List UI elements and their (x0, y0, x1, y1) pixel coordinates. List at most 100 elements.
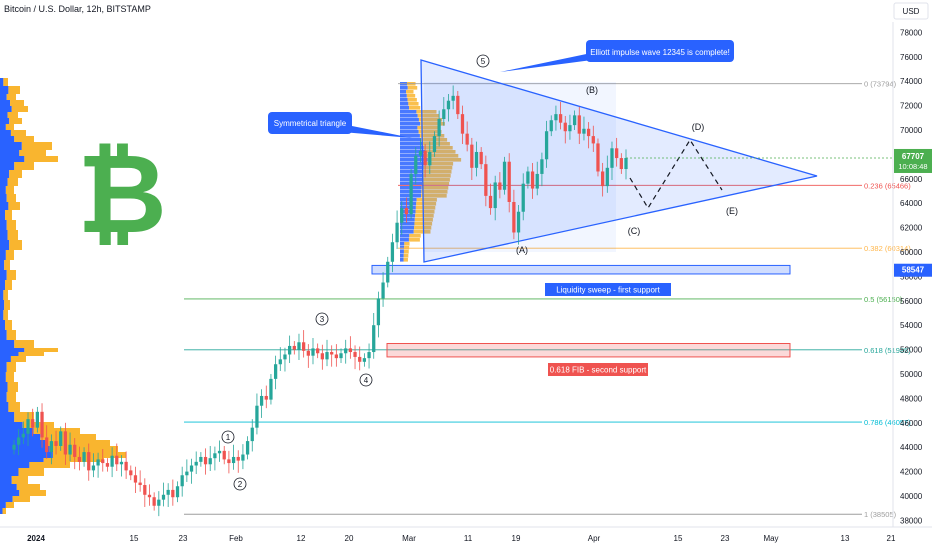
candle-body (227, 459, 231, 464)
candle-body (418, 150, 423, 156)
currency-button[interactable]: USD (903, 7, 920, 16)
candle-body (526, 171, 530, 184)
volume-bar-down (0, 428, 34, 434)
volume-bar-up (33, 428, 80, 434)
volume-bar-down (0, 186, 6, 194)
volume-bar-down (0, 356, 11, 362)
volume-bar-up (14, 162, 35, 170)
triangle-volume-bar-down (400, 234, 410, 238)
candle-body (601, 171, 605, 187)
triangle-volume-bar-up (413, 230, 431, 234)
candle-body (544, 131, 549, 160)
candle-body (54, 441, 58, 446)
y-tick-label: 40000 (900, 492, 923, 501)
fib-label: 0.236 (65466) (864, 181, 911, 190)
volume-bar-down (0, 446, 50, 452)
candle-body (442, 109, 446, 120)
candle-body (605, 167, 609, 187)
volume-bar-up (6, 392, 17, 402)
y-tick-label: 64000 (900, 199, 923, 208)
candle-body (21, 433, 25, 438)
triangle-volume-bar-down (400, 122, 421, 126)
y-tick-label: 70000 (900, 126, 923, 135)
wave-label-w1: 1 (226, 433, 231, 442)
x-tick-label: Feb (229, 534, 243, 543)
candle-body (161, 494, 166, 500)
candle-body (348, 348, 353, 353)
volume-bar-up (46, 440, 110, 446)
triangle-volume-bar-up (416, 202, 437, 206)
volume-bar-up (18, 352, 44, 356)
symmetrical-triangle-drawing (420, 59, 818, 263)
volume-bar-down (0, 352, 19, 356)
volume-bar-down (0, 162, 15, 170)
triangle-volume-bar-down (400, 130, 419, 134)
triangle-volume-bar-down (400, 90, 407, 94)
volume-bar-down (0, 112, 8, 118)
volume-bar-down (0, 210, 6, 220)
volume-bar-down (0, 348, 25, 352)
volume-bar-up (6, 194, 17, 202)
candle-body (530, 171, 535, 189)
candle-body (316, 348, 320, 354)
candle-body (596, 143, 600, 172)
candle-body (115, 455, 119, 465)
x-tick-label: 11 (464, 534, 473, 543)
candle-body (512, 201, 516, 233)
candle-body (344, 348, 348, 354)
triangle-volume-bar-up (426, 154, 459, 158)
y-tick-label: 58000 (900, 272, 923, 281)
volume-bar-down (0, 260, 5, 270)
y-tick-label: 50000 (900, 370, 923, 379)
candle-body (311, 348, 315, 356)
candle-body (330, 352, 334, 355)
candle-body (404, 208, 409, 215)
volume-bar-up (7, 230, 19, 240)
y-tick-label: 74000 (900, 77, 923, 86)
y-tick-label: 48000 (900, 394, 923, 403)
triangle-volume-bar-up (420, 122, 445, 126)
volume-bar-up (6, 94, 17, 100)
volume-bar-up (5, 280, 12, 290)
triangle-volume-bar-up (406, 94, 416, 98)
volume-bar-up (5, 372, 14, 382)
volume-bar-down (0, 452, 53, 458)
triangle-volume-bar-down (400, 254, 404, 258)
triangle-volume-bar-up (421, 194, 447, 198)
x-tick-label: Mar (402, 534, 416, 543)
triangle-volume-bar-up (416, 198, 437, 202)
volume-bar-down (0, 202, 9, 210)
candle-body (400, 208, 404, 223)
x-tick-label: May (763, 534, 778, 543)
candle-body (110, 455, 114, 467)
candle-body (12, 444, 16, 450)
candle-body (470, 144, 474, 168)
volume-bar-down (0, 382, 8, 392)
candle-body (446, 100, 451, 110)
candle-body (236, 456, 240, 461)
elliott-callout-pointer (500, 52, 596, 72)
fibonacci-levels: 0 (73794) 0.236 (65466) 0.382 (60314) 0.5 (… (184, 80, 911, 519)
candle-body (521, 183, 525, 212)
candle-body (386, 261, 390, 283)
elliott-callout-box (586, 40, 734, 62)
volume-bar-up (10, 356, 26, 362)
wave-circle (221, 430, 235, 444)
triangle-volume-bar-down (400, 94, 407, 98)
volume-bar-up (5, 320, 12, 330)
candle-body (171, 489, 175, 498)
candle-body (129, 470, 133, 476)
triangle-callout-text: Symmetrical triangle (274, 119, 347, 128)
volume-bar-down (0, 300, 5, 310)
candle-body (273, 364, 278, 379)
candle-body (395, 222, 399, 243)
volume-bar-up (29, 462, 70, 468)
triangle-volume-bar-up (421, 190, 448, 194)
volume-bar-up (7, 178, 19, 186)
y-tick-label: 60000 (900, 248, 923, 257)
triangle-volume-bar-up (421, 186, 449, 190)
volume-bar-up (5, 210, 12, 220)
volume-bar-down (0, 476, 12, 484)
wave-circle (233, 477, 247, 491)
